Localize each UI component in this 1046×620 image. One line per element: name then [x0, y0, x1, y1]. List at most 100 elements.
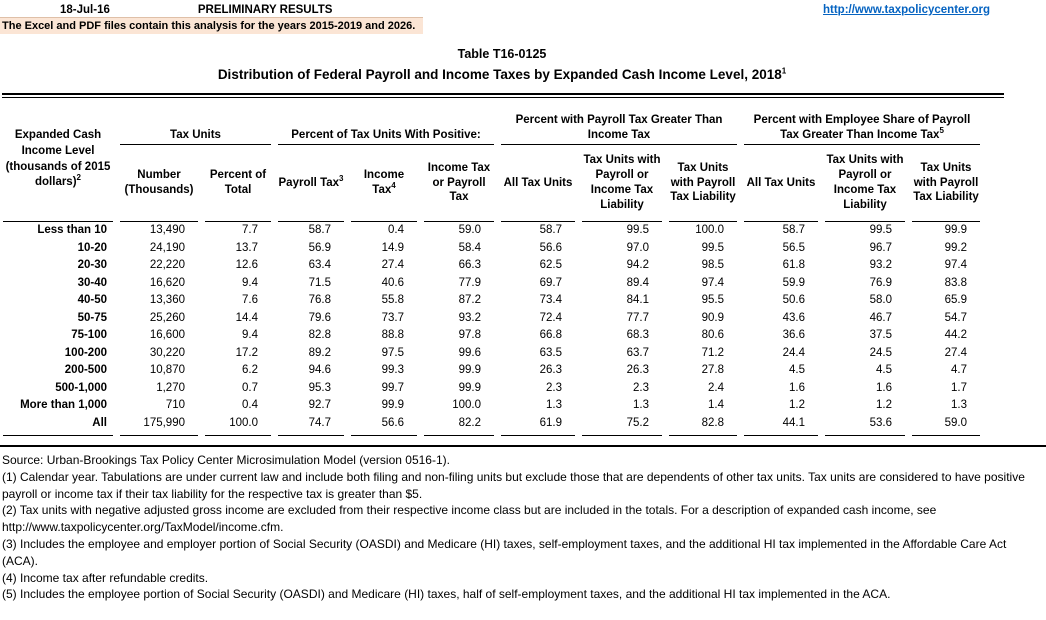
income-level-cell: 30-40	[77, 276, 107, 289]
value-cell: 50.6	[782, 294, 805, 306]
value-cell: 13,490	[149, 224, 185, 236]
footnotes-section: Source: Urban-Brookings Tax Policy Cente…	[0, 452, 1046, 603]
distribution-table: Expanded Cash Income Level (thousands of…	[0, 98, 987, 436]
value-cell: 80.6	[701, 329, 724, 341]
table-row: 200-500 10,870 6.2 94.6 99.3 99.9 26.3 2…	[3, 362, 980, 380]
table-top-rule	[2, 93, 1004, 98]
value-cell: 96.7	[869, 241, 892, 254]
footnote: (5) Includes the employee portion of Soc…	[2, 587, 891, 602]
table-body: Less than 10 13,490 7.7 58.7 0.4 59.0 58…	[3, 222, 980, 436]
income-level-cell: More than 1,000	[20, 399, 107, 411]
column-header-payroll-tax: Payroll Tax3	[278, 145, 344, 222]
value-cell: 17.2	[235, 346, 258, 359]
value-cell: 94.6	[308, 364, 331, 376]
value-cell: 43.6	[782, 311, 805, 324]
value-cell: 26.3	[626, 364, 649, 376]
value-cell: 56.9	[308, 241, 331, 254]
value-cell: 82.2	[424, 415, 494, 436]
value-cell: 99.9	[381, 399, 404, 411]
income-level-cell: Less than 10	[37, 224, 107, 236]
value-cell: 92.7	[308, 399, 331, 411]
column-header-income-tax: Income Tax4	[351, 145, 417, 222]
stub-header-text: Expanded Cash Income Level (thousands of…	[5, 129, 111, 189]
column-header-payroll-or-income-liability-2: Tax Units with Payroll or Income Tax Lia…	[825, 145, 905, 222]
value-cell: 89.4	[626, 276, 649, 289]
value-cell: 97.4	[944, 259, 967, 271]
income-level-cell: 10-20	[77, 241, 107, 254]
value-cell: 66.3	[458, 259, 481, 271]
value-cell: 36.6	[782, 329, 805, 341]
value-cell: 89.2	[308, 346, 331, 359]
income-level-cell: 200-500	[64, 364, 107, 376]
value-cell: 24,190	[149, 241, 185, 254]
value-cell: 93.2	[458, 311, 481, 324]
income-level-cell: All	[3, 415, 113, 436]
table-bottom-rule	[0, 445, 1046, 447]
value-cell: 16,600	[149, 329, 185, 341]
report-date: 18-Jul-16	[60, 4, 110, 16]
value-cell: 56.6	[539, 241, 562, 254]
value-cell: 1,270	[156, 381, 185, 394]
value-cell: 56.5	[782, 241, 805, 254]
value-cell: 82.8	[669, 415, 737, 436]
value-cell: 93.2	[869, 259, 892, 271]
column-header-percent-of-total: Percent of Total	[205, 145, 271, 222]
value-cell: 66.8	[539, 329, 562, 341]
value-cell: 90.9	[701, 311, 724, 324]
value-cell: 100.0	[452, 399, 481, 411]
value-cell: 26.3	[539, 364, 562, 376]
value-cell: 63.5	[539, 346, 562, 359]
value-cell: 75.2	[582, 415, 662, 436]
income-level-cell: 100-200	[64, 346, 107, 359]
value-cell: 61.9	[501, 415, 575, 436]
value-cell: 61.8	[782, 259, 805, 271]
value-cell: 7.6	[242, 294, 258, 306]
value-cell: 40.6	[381, 276, 404, 289]
value-cell: 58.4	[458, 241, 481, 254]
preliminary-results-label: PRELIMINARY RESULTS	[197, 4, 333, 16]
value-cell: 95.3	[308, 381, 331, 394]
value-cell: 97.5	[381, 346, 404, 359]
page-title: Distribution of Federal Payroll and Inco…	[0, 67, 1004, 82]
value-cell: 68.3	[626, 329, 649, 341]
value-cell: 54.7	[944, 311, 967, 324]
value-cell: 10,870	[149, 364, 185, 376]
value-cell: 1.6	[789, 381, 805, 394]
group-header-tax-units: Tax Units	[120, 98, 271, 145]
value-cell: 9.4	[242, 276, 258, 289]
stub-column-header: Expanded Cash Income Level (thousands of…	[3, 98, 113, 222]
footnote: (4) Income tax after refundable credits.	[2, 570, 209, 585]
table-row: 100-200 30,220 17.2 89.2 97.5 99.6 63.5 …	[3, 345, 980, 363]
value-cell: 27.8	[701, 364, 724, 376]
value-cell: 59.0	[458, 224, 481, 236]
value-cell: 14.4	[235, 311, 258, 324]
value-cell: 87.2	[458, 294, 481, 306]
income-level-cell: 500-1,000	[55, 381, 107, 394]
table-row: 75-100 16,600 9.4 82.8 88.8 97.8 66.8 68…	[3, 327, 980, 345]
value-cell: 16,620	[149, 276, 185, 289]
value-cell: 99.5	[701, 241, 724, 254]
taxpolicycenter-link[interactable]: http://www.taxpolicycenter.org	[823, 4, 990, 16]
table-row: 50-75 25,260 14.4 79.6 73.7 93.2 72.4 77…	[3, 310, 980, 328]
value-cell: 44.2	[944, 329, 967, 341]
value-cell: 22,220	[149, 259, 185, 271]
value-cell: 13,360	[149, 294, 185, 306]
value-cell: 99.5	[869, 224, 892, 236]
value-cell: 98.5	[701, 259, 724, 271]
value-cell: 4.5	[789, 364, 805, 376]
title-footnote-marker: 1	[781, 66, 787, 76]
income-level-cell: 50-75	[77, 311, 107, 324]
value-cell: 76.8	[308, 294, 331, 306]
value-cell: 24.5	[869, 346, 892, 359]
value-cell: 2.3	[633, 381, 649, 394]
table-row: 30-40 16,620 9.4 71.5 40.6 77.9 69.7 89.…	[3, 275, 980, 293]
analysis-note-banner: The Excel and PDF files contain this ana…	[0, 17, 424, 34]
value-cell: 2.3	[546, 381, 562, 394]
value-cell: 58.7	[539, 224, 562, 236]
value-cell: 24.4	[782, 346, 805, 359]
value-cell: 79.6	[308, 311, 331, 324]
value-cell: 99.9	[944, 224, 967, 236]
value-cell: 1.2	[789, 399, 805, 411]
value-cell: 1.3	[546, 399, 562, 411]
